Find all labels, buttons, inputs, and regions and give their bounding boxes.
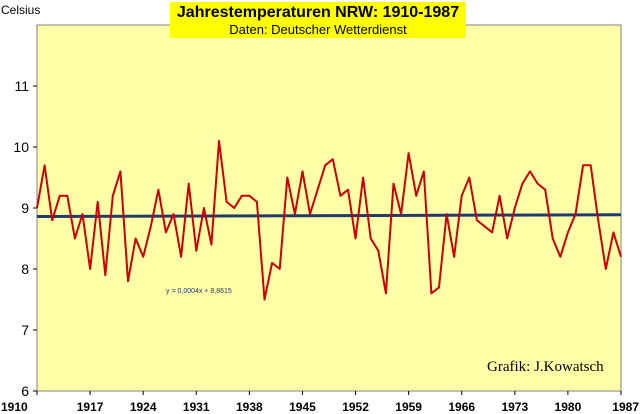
x-tick-label: 1980 — [555, 400, 582, 414]
x-tick-label: 1987 — [612, 400, 639, 414]
x-tick-label: 1924 — [130, 400, 157, 414]
y-axis-label: Celsius — [1, 3, 41, 17]
x-axis: 1910 1917 1924 1931 1938 1945 1952 1959 1966 1973… — [1, 391, 639, 414]
x-tick-label: 1910 — [1, 400, 28, 414]
y-tick-label: 11 — [14, 78, 29, 94]
x-tick-label: 1952 — [342, 400, 369, 414]
plot-area — [36, 24, 622, 392]
y-tick-label: 7 — [21, 322, 29, 338]
y-tick-label: 9 — [21, 200, 29, 216]
trend-line — [36, 213, 622, 219]
y-tick-label: 8 — [21, 261, 29, 277]
y-axis: 6 7 8 9 10 11 — [13, 78, 37, 399]
x-tick-label: 1917 — [77, 400, 104, 414]
chart-title: Jahrestemperaturen NRW: 1910-1987 — [176, 4, 460, 21]
credit-text: Grafik: J.Kowatsch — [487, 359, 604, 375]
x-tick-label: 1945 — [289, 400, 316, 414]
chart-subtitle: Daten: Deutscher Wetterdienst — [229, 22, 407, 37]
series-line-temperature — [36, 139, 622, 301]
x-tick-label: 1938 — [236, 400, 263, 414]
y-tick-label: 10 — [13, 139, 29, 155]
x-tick-label: 1966 — [448, 400, 475, 414]
title-box: Jahrestemperaturen NRW: 1910-1987 Daten:… — [170, 2, 466, 38]
y-tick-label: 6 — [21, 383, 29, 399]
x-tick-label: 1931 — [183, 400, 210, 414]
trend-equation: y = 0,0004x + 8,8615 — [166, 288, 232, 295]
x-tick-label: 1959 — [395, 400, 422, 414]
x-tick-label: 1973 — [501, 400, 528, 414]
